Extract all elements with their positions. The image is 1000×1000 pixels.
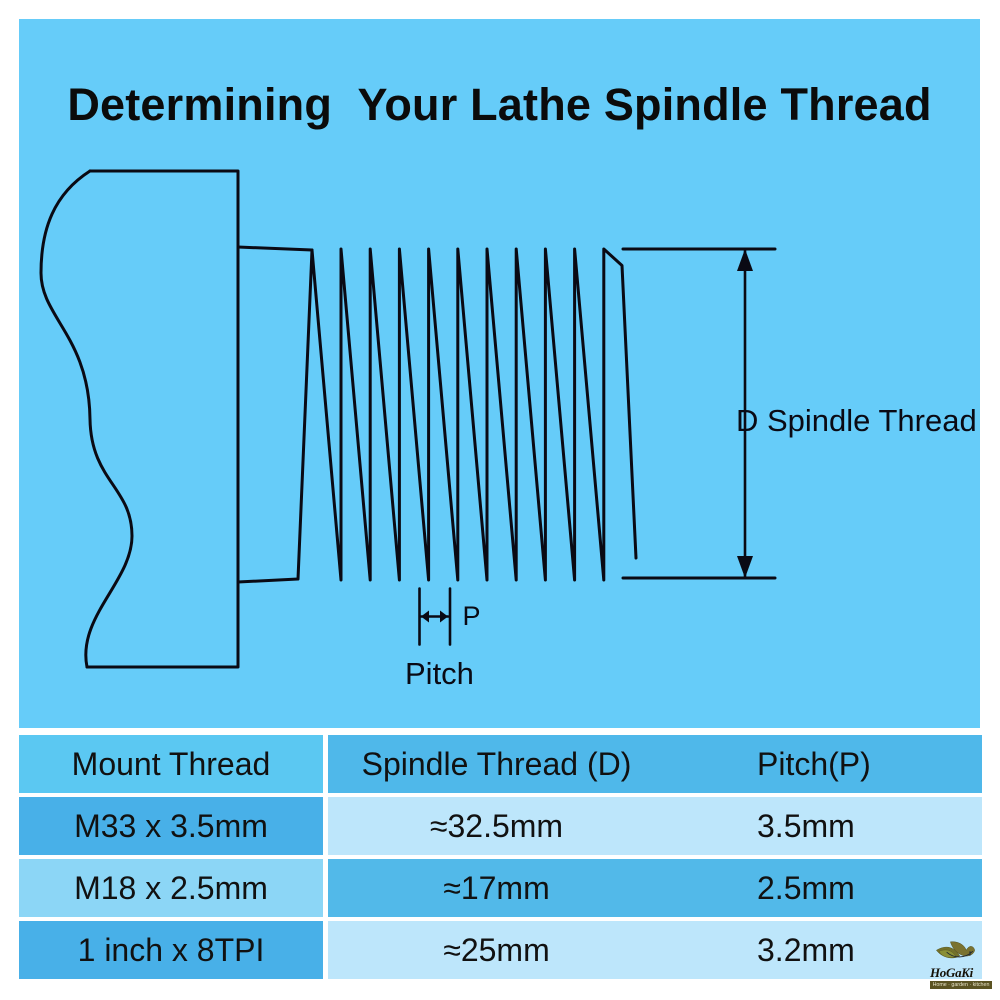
svg-text:P: P	[463, 601, 481, 631]
svg-text:D Spindle Thread: D Spindle Thread	[736, 403, 977, 438]
svg-text:Pitch: Pitch	[405, 656, 474, 691]
